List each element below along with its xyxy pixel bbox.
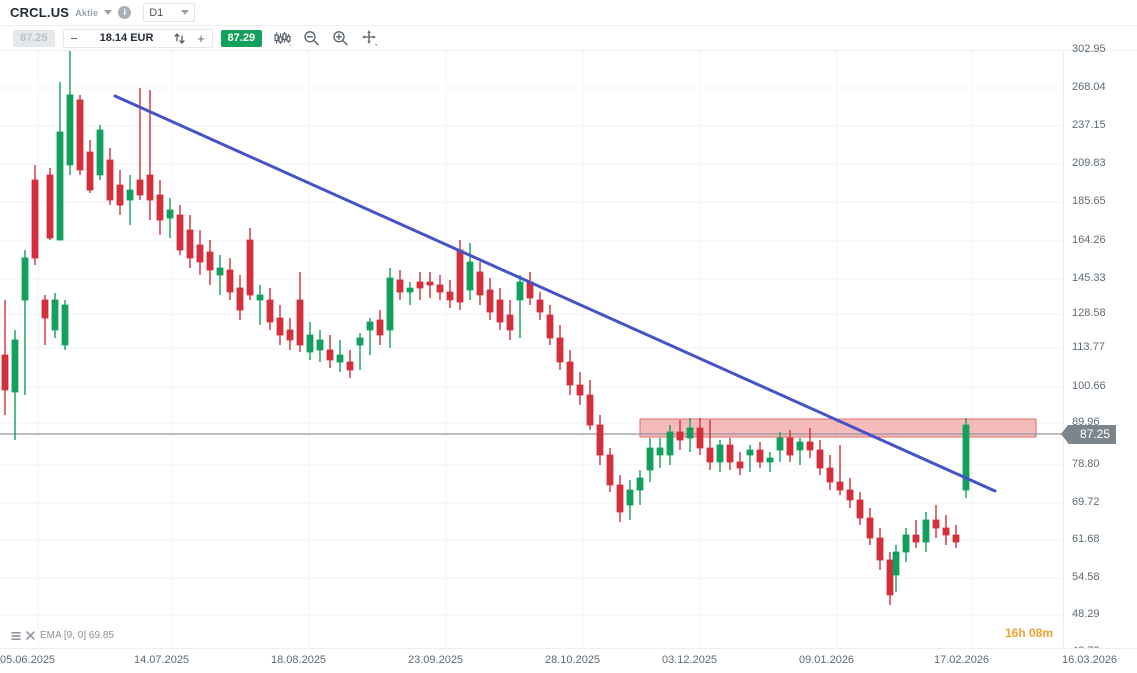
time-axis-tick: 18.08.2025 (271, 654, 327, 666)
close-icon[interactable] (26, 631, 35, 640)
candlestick-chart-type-icon[interactable] (274, 30, 291, 47)
price-axis-tick: 113.77 (1072, 341, 1105, 353)
settings-icon[interactable] (11, 631, 21, 641)
decrease-quantity-button[interactable]: − (70, 30, 78, 46)
info-icon[interactable]: i (118, 6, 132, 19)
time-axis-tick: 16.03.2026 (1062, 654, 1118, 666)
zoom-out-icon[interactable] (303, 30, 320, 47)
time-axis-tick: 03.12.2025 (662, 654, 718, 666)
sell-price-button[interactable]: 87.25 (13, 29, 55, 47)
price-axis-tick: 69.72 (1072, 496, 1100, 508)
time-axis-tick: 05.06.2025 (0, 654, 56, 666)
trade-toolbar: 87.25 − 18.14 EUR + 87.29 (0, 26, 1137, 51)
price-axis[interactable]: 302.95 268.04 237.15 209.83 185.65 164.26 145.… (1060, 43, 1137, 657)
chart-tools (274, 30, 378, 47)
price-axis-tick: 128.58 (1072, 307, 1106, 319)
price-axis-tick: 145.33 (1072, 272, 1106, 284)
pan-move-icon[interactable] (361, 30, 378, 47)
time-axis-tick: 09.01.2026 (799, 654, 855, 666)
time-axis-tick: 17.02.2026 (934, 654, 990, 666)
candlestick-chart (0, 51, 1063, 648)
quantity-input[interactable]: 18.14 EUR (99, 32, 154, 44)
price-axis-tick: 61.68 (1072, 533, 1100, 545)
price-axis-tick: 164.26 (1072, 234, 1106, 246)
swap-vertical-icon[interactable] (169, 30, 191, 47)
time-axis-tick: 23.09.2025 (408, 654, 464, 666)
instrument-header: CRCL.US Aktie i D1 (0, 0, 1137, 26)
indicator-legend[interactable]: EMA [9, 0] 69.85 (8, 629, 117, 642)
timeframe-selector[interactable]: D1 (143, 3, 196, 22)
price-axis-tick: 48.29 (1072, 608, 1100, 620)
price-axis-tick: 54.58 (1072, 571, 1100, 583)
price-axis-tick: 268.04 (1072, 81, 1106, 93)
current-price-tag: 87.25 (1060, 425, 1117, 444)
chevron-down-icon[interactable] (104, 10, 113, 15)
price-axis-tick: 78.80 (1072, 458, 1100, 470)
chevron-down-icon[interactable] (181, 10, 190, 15)
price-axis-tick: 237.15 (1072, 119, 1106, 131)
bar-countdown-timer: 16h 08m (1004, 626, 1053, 640)
symbol-name: CRCL.US (10, 5, 70, 20)
time-axis-tick: 14.07.2025 (134, 654, 190, 666)
quantity-stepper[interactable]: − 18.14 EUR + (62, 28, 213, 48)
chart-plot-area[interactable]: EMA [9, 0] 69.85 16h 08m (0, 51, 1063, 648)
symbol-selector[interactable]: CRCL.US Aktie i (0, 0, 132, 26)
zoom-in-icon[interactable] (332, 30, 349, 47)
price-axis-tick: 209.83 (1072, 157, 1106, 169)
indicator-label: EMA [9, 0] 69.85 (40, 630, 114, 641)
time-axis-tick: 28.10.2025 (545, 654, 601, 666)
price-axis-tick: 302.95 (1072, 43, 1106, 55)
price-axis-tick: 100.66 (1072, 380, 1106, 392)
buy-price-button[interactable]: 87.29 (220, 29, 263, 47)
price-axis-tick: 185.65 (1072, 195, 1106, 207)
increase-quantity-button[interactable]: + (197, 30, 205, 46)
instrument-type-label: Aktie (75, 7, 99, 18)
time-axis[interactable]: 05.06.2025 14.07.2025 18.08.2025 23.09.2025… (0, 648, 1137, 673)
timeframe-label: D1 (149, 6, 164, 19)
